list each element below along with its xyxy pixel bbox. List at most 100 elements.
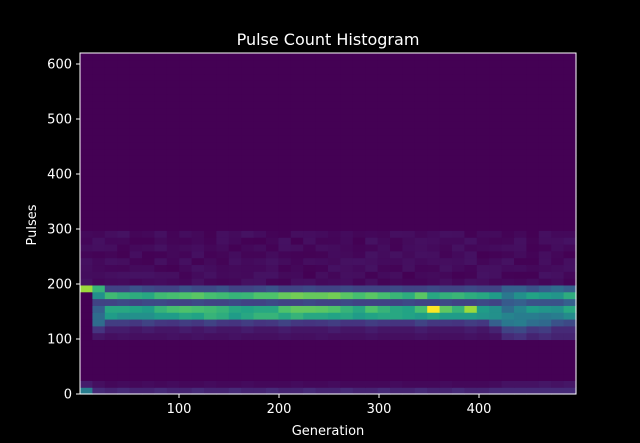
heatmap-cell (129, 114, 143, 122)
heatmap-cell (303, 107, 317, 115)
heatmap-cell (390, 278, 403, 286)
heatmap-cell (390, 196, 403, 204)
heatmap-cell (352, 366, 366, 375)
heatmap-cell (216, 387, 230, 395)
heatmap-cell (377, 284, 391, 293)
heatmap-cell (216, 148, 230, 156)
heatmap-cell (204, 73, 217, 81)
heatmap-cell (166, 387, 180, 395)
heatmap-cell (241, 332, 255, 341)
heatmap-cell (191, 93, 205, 102)
heatmap-cell (464, 155, 478, 163)
heatmap-cell (216, 209, 230, 218)
heatmap-cell (179, 257, 193, 266)
heatmap-cell (266, 100, 279, 109)
heatmap-cell (204, 278, 217, 286)
heatmap-cell (191, 121, 205, 129)
heatmap-cell (129, 73, 143, 81)
heatmap-cell (104, 196, 118, 204)
heatmap-cell (303, 216, 317, 225)
heatmap-cell (253, 291, 267, 300)
heatmap-cell (414, 359, 428, 368)
heatmap-cell (154, 66, 168, 75)
heatmap-cell (92, 250, 106, 259)
heatmap-cell (117, 298, 131, 306)
heatmap-cell (365, 134, 379, 143)
heatmap-cell (117, 128, 131, 136)
heatmap-cell (514, 121, 527, 129)
heatmap-cell (80, 230, 93, 238)
heatmap-cell (179, 366, 193, 375)
heatmap-cell (328, 73, 341, 81)
heatmap-cell (266, 318, 279, 327)
heatmap-cell (526, 353, 540, 361)
heatmap-cell (476, 128, 490, 136)
heatmap-cell (179, 278, 193, 286)
heatmap-cell (315, 100, 329, 109)
heatmap-cell (390, 325, 403, 334)
heatmap-cell (117, 380, 131, 388)
heatmap-cell (390, 359, 403, 368)
heatmap-cell (204, 216, 217, 225)
heatmap-cell (427, 312, 441, 320)
heatmap-cell (92, 223, 106, 231)
heatmap-cell (179, 80, 193, 88)
heatmap-cell (538, 141, 552, 150)
heatmap-cell (352, 196, 366, 204)
heatmap-cell (142, 121, 155, 129)
heatmap-cell (142, 325, 155, 334)
heatmap-cell (216, 189, 230, 197)
heatmap-cell (266, 291, 279, 300)
heatmap-cell (204, 209, 217, 218)
heatmap-cell (526, 243, 540, 252)
heatmap-cell (365, 257, 379, 266)
heatmap-cell (204, 155, 217, 163)
heatmap-cell (489, 284, 503, 293)
heatmap-cell (228, 182, 242, 190)
heatmap-cell (216, 223, 230, 231)
heatmap-cell (117, 346, 131, 354)
heatmap-cell (563, 243, 577, 252)
heatmap-cell (117, 353, 131, 361)
heatmap-cell (266, 141, 279, 150)
heatmap-cell (278, 148, 292, 156)
heatmap-cell (92, 87, 106, 95)
heatmap-cell (228, 189, 242, 197)
y-tick-label: 0 (64, 388, 72, 403)
heatmap-cell (129, 209, 143, 218)
heatmap-cell (253, 339, 267, 347)
heatmap-cell (154, 366, 168, 375)
heatmap-cell (228, 168, 242, 177)
heatmap-cell (476, 373, 490, 381)
heatmap-cell (526, 155, 540, 163)
heatmap-cell (452, 359, 465, 368)
heatmap-cell (154, 216, 168, 225)
heatmap-cell (303, 230, 317, 238)
heatmap-cell (129, 291, 143, 300)
heatmap-cell (278, 175, 292, 184)
heatmap-cell (514, 380, 527, 388)
heatmap-cell (142, 182, 155, 190)
heatmap-cell (402, 59, 416, 68)
heatmap-cell (228, 325, 242, 334)
heatmap-cell (303, 134, 317, 143)
heatmap-cell (228, 353, 242, 361)
heatmap-cell (563, 332, 577, 341)
heatmap-cell (253, 73, 267, 81)
heatmap-cell (315, 182, 329, 190)
heatmap-cell (340, 353, 354, 361)
heatmap-cell (402, 380, 416, 388)
heatmap-cell (142, 196, 155, 204)
heatmap-cell (489, 59, 503, 68)
heatmap-cell (427, 107, 441, 115)
heatmap-cell (154, 318, 168, 327)
heatmap-cell (241, 59, 255, 68)
heatmap-cell (328, 87, 341, 95)
heatmap-cell (427, 168, 441, 177)
heatmap-cell (526, 318, 540, 327)
heatmap-cell (142, 332, 155, 341)
heatmap-cell (80, 271, 93, 279)
heatmap-cell (377, 128, 391, 136)
heatmap-cell (104, 353, 118, 361)
heatmap-cell (377, 318, 391, 327)
